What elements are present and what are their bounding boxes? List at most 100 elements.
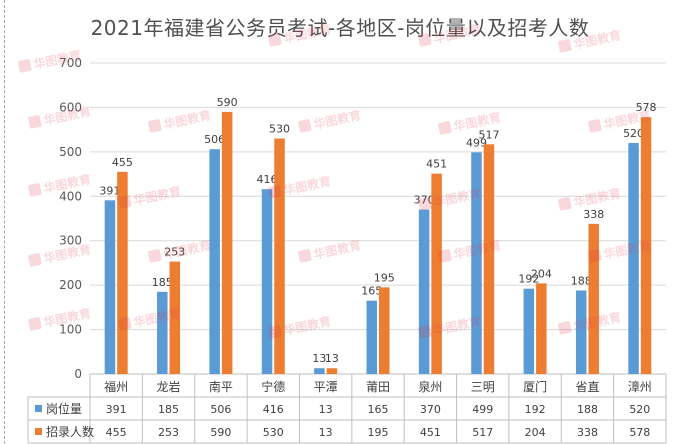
watermark-mark bbox=[558, 321, 572, 335]
table-cell: 416 bbox=[263, 403, 284, 416]
watermark-mark bbox=[588, 249, 602, 263]
table-cell: 517 bbox=[472, 426, 493, 439]
category-label: 厦门 bbox=[523, 379, 547, 394]
y-tick-label: 400 bbox=[59, 189, 82, 203]
data-label: 590 bbox=[217, 96, 238, 109]
data-label: 370 bbox=[414, 194, 435, 207]
table-cell: 13 bbox=[319, 403, 333, 416]
chart-title: 2021年福建省公务员考试-各地区-岗位量以及招考人数 bbox=[90, 16, 590, 40]
table-cell: 530 bbox=[263, 426, 284, 439]
table-cell: 195 bbox=[368, 426, 389, 439]
watermark-logo: 华图教育 bbox=[558, 27, 622, 53]
bar-positions bbox=[523, 288, 535, 374]
data-label: 204 bbox=[531, 267, 552, 280]
watermark-logo: 华图教育 bbox=[18, 47, 82, 73]
table-cell: 506 bbox=[210, 403, 231, 416]
watermark-mark bbox=[268, 325, 282, 339]
bar-positions bbox=[575, 290, 587, 374]
bar-hires bbox=[483, 144, 495, 374]
category-label: 福州 bbox=[104, 379, 128, 394]
data-label: 416 bbox=[257, 173, 278, 186]
watermark-mark bbox=[438, 249, 452, 263]
watermark-mark bbox=[558, 197, 572, 211]
legend-swatch bbox=[35, 428, 42, 435]
bar-positions bbox=[471, 152, 482, 374]
bar-positions bbox=[366, 300, 377, 374]
bar-hires bbox=[117, 171, 128, 374]
bar-hires bbox=[169, 261, 181, 374]
bar-positions bbox=[418, 209, 430, 374]
watermark-mark bbox=[118, 195, 132, 209]
category-label: 泉州 bbox=[418, 380, 442, 394]
legend-swatch bbox=[35, 405, 42, 412]
y-tick-label: 700 bbox=[59, 56, 82, 70]
data-label: 517 bbox=[478, 128, 499, 141]
watermark-mark bbox=[298, 249, 312, 263]
watermark-mark bbox=[418, 197, 432, 211]
watermark-mark bbox=[28, 253, 42, 267]
table-cell: 590 bbox=[210, 426, 231, 439]
category-label: 莆田 bbox=[366, 380, 390, 394]
watermark-logo: 华图教育 bbox=[298, 107, 362, 133]
data-label: 253 bbox=[164, 246, 185, 259]
table-cell: 455 bbox=[106, 426, 127, 439]
data-label: 455 bbox=[112, 156, 133, 169]
legend-label: 岗位量 bbox=[46, 401, 82, 416]
data-label: 13 bbox=[325, 352, 339, 365]
table-cell: 499 bbox=[472, 403, 493, 416]
data-label: 520 bbox=[623, 127, 644, 140]
watermark-logo: 华图教育 bbox=[148, 107, 212, 133]
table-cell: 391 bbox=[106, 403, 127, 416]
watermark-text: 华图教育 bbox=[132, 183, 182, 208]
watermark-text: 华图教育 bbox=[282, 173, 332, 198]
category-label: 南平 bbox=[209, 379, 233, 394]
table-cell: 578 bbox=[629, 426, 650, 439]
table-cell: 451 bbox=[420, 426, 441, 439]
y-tick-label: 0 bbox=[74, 367, 82, 381]
bar-hires bbox=[536, 283, 547, 374]
data-label: 451 bbox=[426, 158, 447, 171]
table-cell: 192 bbox=[525, 403, 546, 416]
table-cell: 338 bbox=[577, 426, 598, 439]
watermark-logo: 华图教育 bbox=[418, 21, 482, 47]
table-cell: 188 bbox=[577, 403, 598, 416]
watermark-mark bbox=[28, 317, 42, 331]
y-tick-label: 500 bbox=[59, 145, 82, 159]
y-tick-label: 100 bbox=[59, 323, 82, 337]
watermark-text: 华图教育 bbox=[432, 21, 482, 46]
left-divider bbox=[4, 0, 5, 444]
category-label: 省直 bbox=[575, 380, 599, 394]
table-cell: 185 bbox=[158, 403, 179, 416]
bar-positions bbox=[157, 291, 168, 374]
bar-positions bbox=[628, 142, 639, 374]
watermark-logo: 华图教育 bbox=[268, 21, 332, 47]
data-label: 578 bbox=[636, 101, 657, 114]
watermark-text: 华图教育 bbox=[282, 313, 332, 338]
watermark-mark bbox=[268, 185, 282, 199]
table-cell: 370 bbox=[420, 403, 441, 416]
watermark-text: 华图教育 bbox=[572, 185, 622, 210]
data-label: 13 bbox=[312, 352, 326, 365]
watermark-text: 华图教育 bbox=[312, 107, 362, 132]
bar-positions bbox=[209, 149, 220, 374]
data-label: 188 bbox=[571, 274, 592, 287]
data-label: 192 bbox=[518, 273, 539, 286]
watermark-text: 华图教育 bbox=[572, 27, 622, 52]
watermark-mark bbox=[18, 59, 32, 73]
data-label: 506 bbox=[204, 133, 225, 146]
watermark-logo: 华图教育 bbox=[148, 237, 212, 263]
table-cell: 165 bbox=[368, 403, 389, 416]
watermark-mark bbox=[558, 39, 572, 53]
y-tick-label: 300 bbox=[59, 234, 82, 248]
bar-positions bbox=[261, 189, 273, 374]
table-cell: 520 bbox=[629, 403, 650, 416]
category-label: 三明 bbox=[471, 380, 495, 394]
bar-hires bbox=[274, 138, 285, 374]
bar-positions bbox=[104, 200, 116, 374]
bar-hires bbox=[379, 287, 390, 374]
category-label: 漳州 bbox=[628, 379, 652, 394]
watermark-mark bbox=[418, 325, 432, 339]
bar-hires bbox=[640, 117, 652, 375]
data-label: 195 bbox=[374, 271, 395, 284]
